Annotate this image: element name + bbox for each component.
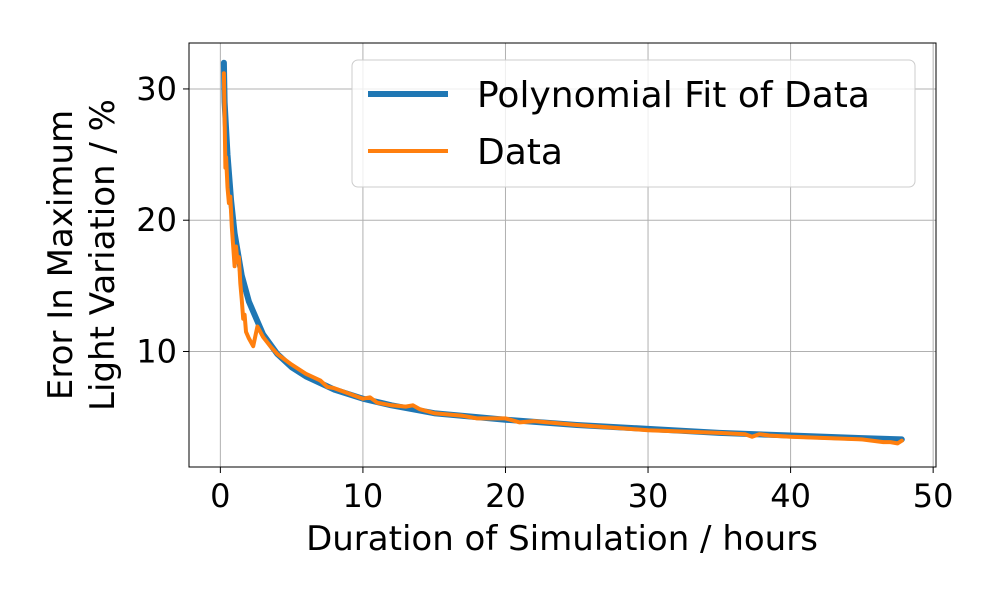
plot-frame: [188, 42, 937, 468]
x-tick-label: 0: [210, 477, 230, 515]
y-axis-label-line-1: Eror In Maximum: [41, 110, 81, 400]
y-tick-label: 20: [136, 201, 177, 239]
series-line-data: [221, 71, 904, 446]
x-tick-label: 30: [628, 477, 669, 515]
series-layer: [220, 59, 905, 446]
x-tick-label: 50: [913, 477, 954, 515]
y-axis-label-line-2: Light Variation / %: [83, 99, 123, 411]
x-tick-label: 40: [770, 477, 811, 515]
y-tick-label: 10: [136, 332, 177, 370]
x-tick-label: 20: [485, 477, 526, 515]
y-axis-ticks: 10 20 30: [136, 70, 189, 370]
legend: Polynomial Fit of Data Data: [351, 59, 916, 188]
legend-label-data: Data: [477, 132, 563, 173]
x-axis-label: Duration of Simulation / hours: [306, 519, 818, 559]
x-axis-ticks: 0 10 20 30 40 50: [210, 467, 954, 515]
x-tick-label: 10: [343, 477, 384, 515]
legend-label-polynomial-fit: Polynomial Fit of Data: [477, 75, 870, 116]
legend-box: [351, 59, 916, 188]
y-tick-label: 30: [136, 70, 177, 108]
